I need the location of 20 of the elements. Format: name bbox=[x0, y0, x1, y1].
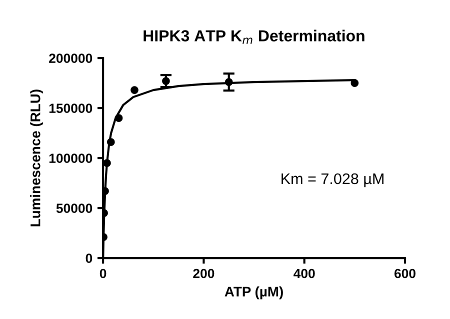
point bbox=[350, 79, 359, 88]
y-tick-label: 150000 bbox=[49, 104, 92, 113]
point bbox=[130, 86, 138, 94]
y-tick-label: 50000 bbox=[56, 204, 92, 213]
x-tick-label: 400 bbox=[294, 268, 315, 278]
point bbox=[114, 114, 123, 122]
point bbox=[103, 159, 111, 168]
x-tick-label: 200 bbox=[193, 268, 214, 278]
annotation: Km = 7.028 µM bbox=[282, 173, 384, 188]
x-axis-title: ATP (µM) bbox=[224, 286, 283, 300]
y-axis-title: Luminescence (RLU) bbox=[30, 90, 44, 226]
y-tick-label: 200000 bbox=[49, 54, 92, 63]
chart-title: HIPK3 ATP K$_{m}$ Determination bbox=[144, 30, 364, 44]
x-tick-label: 0 bbox=[100, 268, 106, 278]
point bbox=[224, 78, 233, 86]
y-tick-label: 100000 bbox=[49, 154, 92, 163]
x-tick-label: 600 bbox=[394, 268, 416, 278]
point bbox=[162, 77, 170, 86]
y-tick-label: 0 bbox=[86, 254, 92, 263]
point bbox=[106, 138, 115, 146]
